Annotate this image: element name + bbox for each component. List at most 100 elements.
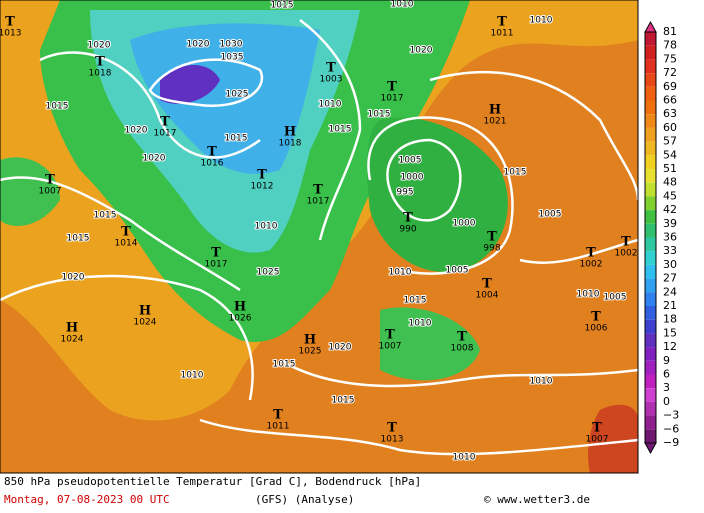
scale-label: 27 xyxy=(663,272,677,285)
scale-label: 21 xyxy=(663,299,677,312)
system-symbol: H xyxy=(234,300,246,315)
scale-swatch xyxy=(645,360,656,375)
system-pressure: 1007 xyxy=(39,187,62,197)
map-frame xyxy=(0,0,639,474)
caption-date: Montag, 07-08-2023 00 UTC xyxy=(4,493,170,506)
isobar-label: 1005 xyxy=(539,210,562,220)
scale-swatch xyxy=(645,59,656,74)
scale-label: 9 xyxy=(663,354,670,367)
system-symbol: T xyxy=(591,310,601,325)
isobar-label: 1015 xyxy=(225,134,248,144)
system-symbol: H xyxy=(304,333,316,348)
system-symbol: T xyxy=(45,173,55,188)
scale-swatch xyxy=(645,319,656,334)
scale-swatch xyxy=(645,388,656,402)
scale-label: 57 xyxy=(663,135,677,148)
scale-label: −9 xyxy=(663,436,679,449)
scale-swatch xyxy=(645,45,656,60)
isobar-label: 1010 xyxy=(530,16,553,26)
scale-label: 24 xyxy=(663,285,677,298)
scale-frame xyxy=(644,31,657,444)
scale-swatch xyxy=(645,223,656,238)
scale-label: 39 xyxy=(663,217,677,230)
isobar-label: 1010 xyxy=(391,0,414,10)
caption-model: (GFS) (Analyse) xyxy=(255,493,354,506)
system-symbol: T xyxy=(211,246,221,261)
isobar-label: 1015 xyxy=(504,168,527,178)
scale-label: 78 xyxy=(663,39,677,52)
isobar-label: 1020 xyxy=(88,41,111,51)
scale-swatch xyxy=(645,196,656,211)
scale-swatch xyxy=(645,127,656,142)
system-pressure: 1024 xyxy=(134,318,157,328)
isobar-label: 1020 xyxy=(187,40,210,50)
isobar-label: 1005 xyxy=(399,156,422,166)
isobar-label: 1005 xyxy=(446,266,469,276)
system-symbol: T xyxy=(482,277,492,292)
system-pressure: 1011 xyxy=(491,29,514,39)
scale-swatch xyxy=(645,237,656,252)
system-symbol: T xyxy=(387,80,397,95)
system-pressure: 1006 xyxy=(585,324,608,334)
system-pressure: 1002 xyxy=(580,260,603,270)
scale-label: 51 xyxy=(663,162,677,175)
isobar-label: 1015 xyxy=(329,125,352,135)
isobar-label: 1030 xyxy=(220,40,243,50)
system-pressure: 1014 xyxy=(115,239,138,249)
scale-swatch xyxy=(645,374,656,389)
isobar-label: 1020 xyxy=(410,46,433,56)
scale-label: 42 xyxy=(663,203,677,216)
system-pressure: 1024 xyxy=(61,335,84,345)
isobar-label: 1020 xyxy=(62,273,85,283)
map xyxy=(0,0,640,473)
scale-swatch xyxy=(645,182,656,197)
scale-label: 15 xyxy=(663,326,677,339)
system-symbol: T xyxy=(487,230,497,245)
isobar-label: 1010 xyxy=(389,268,412,278)
system-symbol: T xyxy=(586,246,596,261)
isobar-label: 1020 xyxy=(143,154,166,164)
scale-label: 33 xyxy=(663,244,677,257)
scale-swatch xyxy=(645,306,656,320)
scale-label: −6 xyxy=(663,422,679,435)
scale-label: 69 xyxy=(663,80,677,93)
system-pressure: 1007 xyxy=(586,435,609,445)
system-pressure: 1018 xyxy=(279,139,302,149)
system-pressure: 1017 xyxy=(381,94,404,104)
caption-title: 850 hPa pseudopotentielle Temperatur [Gr… xyxy=(4,475,421,488)
scale-label: 54 xyxy=(663,148,677,161)
isobar-label: 1010 xyxy=(319,100,342,110)
scale-swatch xyxy=(645,86,656,101)
system-pressure: 1007 xyxy=(379,342,402,352)
system-pressure: 1026 xyxy=(229,314,252,324)
system-symbol: T xyxy=(273,408,283,423)
scale-label: 6 xyxy=(663,368,670,381)
scale-label: 75 xyxy=(663,52,677,65)
scale-label: 36 xyxy=(663,231,677,244)
system-pressure: 1017 xyxy=(154,129,177,139)
scale-label: 81 xyxy=(663,25,677,38)
system-symbol: T xyxy=(121,225,131,240)
system-pressure: 1018 xyxy=(89,69,112,79)
scale-label: 48 xyxy=(663,176,677,189)
isobar-label: 1010 xyxy=(181,371,204,381)
system-pressure: 1003 xyxy=(320,75,343,85)
system-symbol: T xyxy=(5,15,15,30)
isobar-label: 1025 xyxy=(226,90,249,100)
system-symbol: T xyxy=(160,115,170,130)
system-pressure: 1013 xyxy=(381,435,404,445)
scale-swatch xyxy=(645,141,656,156)
scale-swatch xyxy=(645,100,656,115)
isobar-label: 1010 xyxy=(453,453,476,463)
system-symbol: T xyxy=(457,330,467,345)
scale-swatch xyxy=(645,415,656,430)
isobar-label: 1015 xyxy=(404,296,427,306)
scale-swatch xyxy=(645,32,656,46)
caption-credit: © www.wetter3.de xyxy=(484,493,590,506)
isobar-label: 1010 xyxy=(409,319,432,329)
isobar-label: 1015 xyxy=(273,360,296,370)
scale-swatch xyxy=(645,401,656,416)
isobar-label: 1015 xyxy=(368,110,391,120)
system-symbol: T xyxy=(621,235,631,250)
system-symbol: T xyxy=(497,15,507,30)
